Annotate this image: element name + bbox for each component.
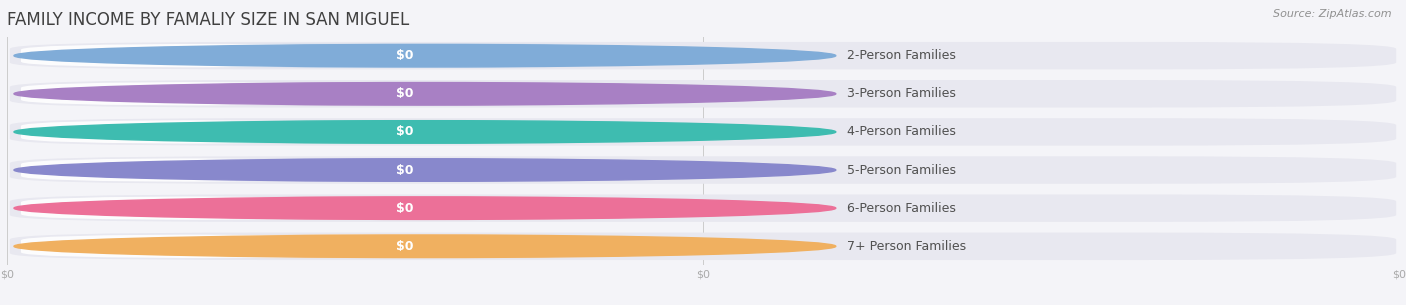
Text: Source: ZipAtlas.com: Source: ZipAtlas.com bbox=[1274, 9, 1392, 19]
Text: 5-Person Families: 5-Person Families bbox=[846, 163, 956, 177]
FancyBboxPatch shape bbox=[10, 42, 1396, 70]
Text: 4-Person Families: 4-Person Families bbox=[846, 125, 956, 138]
FancyBboxPatch shape bbox=[229, 120, 579, 144]
Circle shape bbox=[14, 45, 835, 67]
Text: FAMILY INCOME BY FAMALIY SIZE IN SAN MIGUEL: FAMILY INCOME BY FAMALIY SIZE IN SAN MIG… bbox=[7, 12, 409, 30]
FancyBboxPatch shape bbox=[21, 44, 364, 67]
Circle shape bbox=[14, 121, 835, 143]
Circle shape bbox=[14, 235, 835, 257]
Text: 6-Person Families: 6-Person Families bbox=[846, 202, 956, 215]
FancyBboxPatch shape bbox=[21, 158, 364, 182]
FancyBboxPatch shape bbox=[10, 156, 1396, 184]
FancyBboxPatch shape bbox=[229, 44, 579, 67]
Text: $0: $0 bbox=[395, 87, 413, 100]
Text: $0: $0 bbox=[395, 202, 413, 215]
FancyBboxPatch shape bbox=[10, 233, 1396, 260]
Circle shape bbox=[14, 197, 835, 219]
FancyBboxPatch shape bbox=[229, 196, 579, 220]
FancyBboxPatch shape bbox=[21, 196, 364, 220]
Text: 7+ Person Families: 7+ Person Families bbox=[846, 240, 966, 253]
FancyBboxPatch shape bbox=[229, 235, 579, 258]
Text: $0: $0 bbox=[395, 163, 413, 177]
FancyBboxPatch shape bbox=[21, 235, 364, 258]
FancyBboxPatch shape bbox=[10, 118, 1396, 146]
Text: $0: $0 bbox=[395, 49, 413, 62]
FancyBboxPatch shape bbox=[229, 82, 579, 106]
FancyBboxPatch shape bbox=[10, 195, 1396, 222]
Text: 3-Person Families: 3-Person Families bbox=[846, 87, 956, 100]
FancyBboxPatch shape bbox=[21, 120, 364, 144]
FancyBboxPatch shape bbox=[21, 82, 364, 106]
FancyBboxPatch shape bbox=[229, 158, 579, 182]
Text: 2-Person Families: 2-Person Families bbox=[846, 49, 956, 62]
Text: $0: $0 bbox=[395, 240, 413, 253]
Circle shape bbox=[14, 83, 835, 105]
Text: $0: $0 bbox=[395, 125, 413, 138]
Circle shape bbox=[14, 159, 835, 181]
FancyBboxPatch shape bbox=[10, 80, 1396, 108]
